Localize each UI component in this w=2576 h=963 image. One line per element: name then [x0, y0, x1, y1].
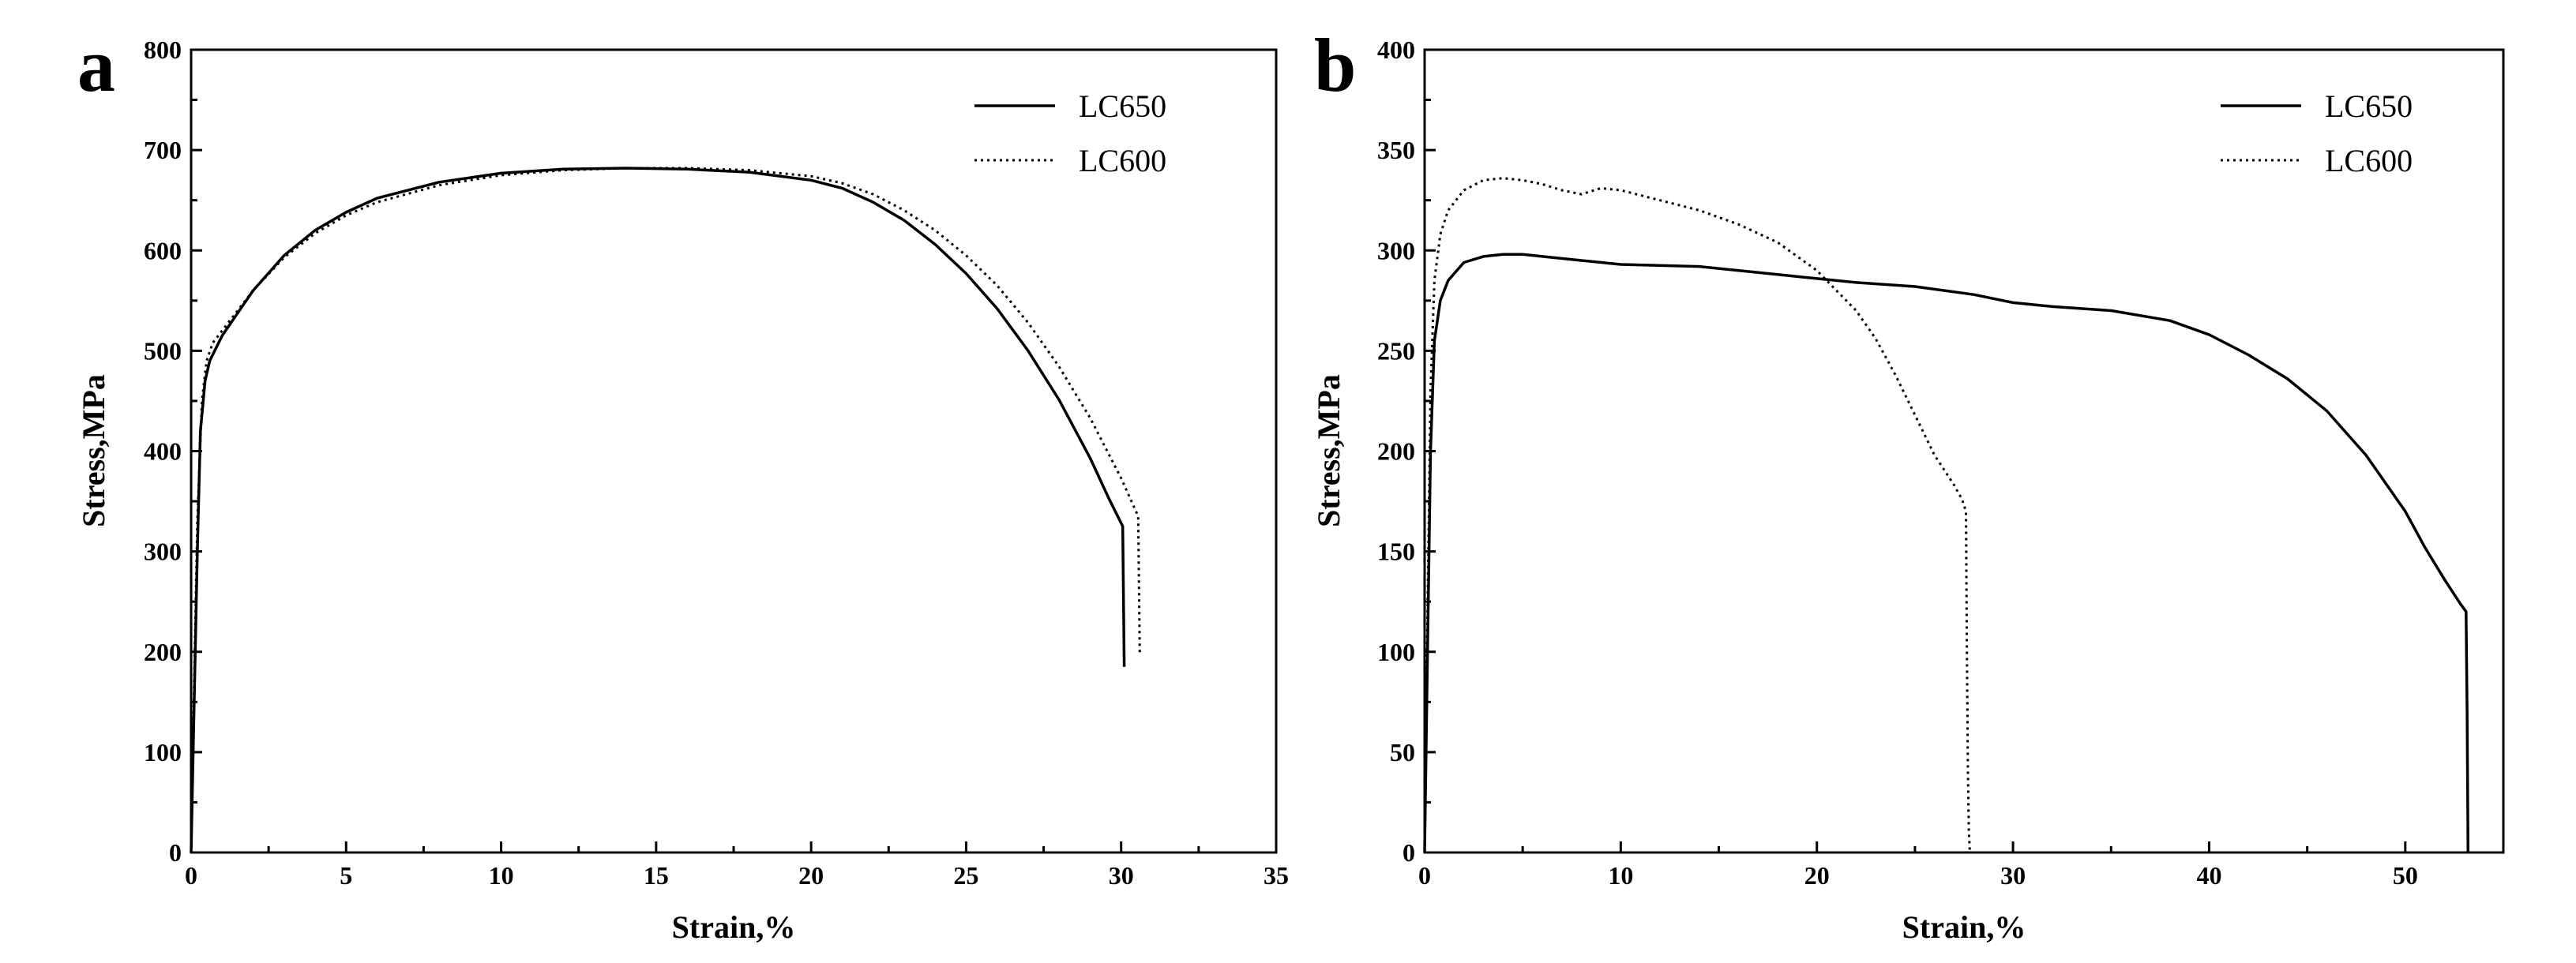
- panel-b: b 0 10 20 30 40 50 0 50 100 150 200 250 300 350 400 S…: [1311, 23, 2505, 945]
- x-axis-title-a: Strain,%: [672, 909, 796, 945]
- y-tick-label: 250: [1377, 336, 1415, 365]
- y-tick-label: 300: [144, 538, 182, 566]
- y-tick-label: 0: [1403, 838, 1415, 867]
- y-tick-label: 0: [169, 838, 182, 867]
- x-axis-b: 0 10 20 30 40 50: [1418, 841, 2418, 890]
- legend-label-lc650-a: LC650: [1079, 88, 1166, 124]
- x-tick-label: 50: [2393, 861, 2418, 890]
- x-tick-label: 20: [1804, 861, 1830, 890]
- x-tick-label: 25: [953, 861, 978, 890]
- series-layer-a: [190, 167, 1141, 853]
- y-axis-b: 0 50 100 150 200 250 300 350 400: [1377, 36, 1436, 867]
- legend-a: LC650 LC600: [974, 88, 1166, 178]
- x-tick-label: 0: [1418, 861, 1431, 890]
- legend-label-lc650-b: LC650: [2325, 88, 2413, 124]
- x-tick-label: 10: [1608, 861, 1633, 890]
- legend-b: LC650 LC600: [2221, 88, 2413, 178]
- series-lc650-a: [190, 167, 1126, 853]
- x-tick-label: 30: [2000, 861, 2026, 890]
- x-tick-label: 20: [798, 861, 824, 890]
- x-tick-label: 0: [185, 861, 197, 890]
- y-axis-title-b: Stress,MPa: [1311, 374, 1346, 527]
- y-tick-label: 700: [144, 136, 182, 164]
- x-tick-label: 30: [1109, 861, 1134, 890]
- legend-label-lc600-b: LC600: [2325, 143, 2413, 178]
- panel-label-a: a: [77, 23, 115, 107]
- y-tick-label: 50: [1390, 738, 1415, 766]
- x-tick-label: 10: [489, 861, 514, 890]
- series-lc600-a: [190, 167, 1141, 853]
- legend-label-lc600-a: LC600: [1079, 143, 1166, 178]
- x-tick-label: 35: [1264, 861, 1289, 890]
- y-tick-label: 100: [1377, 638, 1415, 666]
- y-axis-title-a: Stress,MPa: [76, 374, 111, 527]
- y-axis-a: 0 100 200 300 400 500 600 700 800: [144, 36, 202, 867]
- y-tick-label: 300: [1377, 236, 1415, 264]
- y-tick-label: 400: [144, 437, 182, 466]
- y-tick-label: 350: [1377, 136, 1415, 164]
- x-tick-label: 15: [644, 861, 669, 890]
- y-tick-label: 600: [144, 236, 182, 264]
- y-tick-label: 150: [1377, 538, 1415, 566]
- series-lc650-b: [1423, 253, 2470, 853]
- y-tick-label: 800: [144, 36, 182, 64]
- y-tick-label: 200: [1377, 437, 1415, 466]
- series-lc600-b: [1423, 177, 1971, 853]
- x-tick-label: 5: [340, 861, 352, 890]
- x-axis-title-b: Strain,%: [1902, 909, 2026, 945]
- y-tick-label: 500: [144, 336, 182, 365]
- panel-a: a 0 5 10 15 20 25 30 35 0 100 200 300 400 500 600 700 8…: [76, 23, 1289, 945]
- x-tick-label: 40: [2196, 861, 2221, 890]
- y-tick-label: 200: [144, 638, 182, 666]
- series-layer-b: [1423, 177, 2470, 853]
- y-tick-label: 100: [144, 738, 182, 766]
- panel-label-b: b: [1314, 23, 1356, 107]
- x-axis-a: 0 5 10 15 20 25 30 35: [185, 841, 1289, 890]
- y-tick-label: 400: [1377, 36, 1415, 64]
